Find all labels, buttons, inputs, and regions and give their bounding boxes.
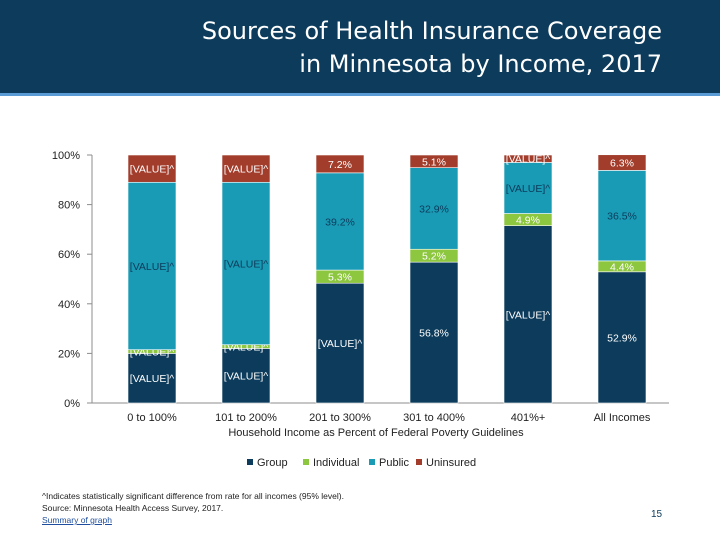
bar-segment-group xyxy=(409,261,459,404)
x-tick-label: 0 to 100% xyxy=(127,412,177,424)
legend-swatch-group xyxy=(247,459,253,465)
data-label: 5.1% xyxy=(422,156,446,168)
y-tick-label: 40% xyxy=(58,299,80,311)
data-label: [VALUE]^ xyxy=(506,154,550,166)
chart-title-line-1: Sources of Health Insurance Coverage xyxy=(201,17,662,45)
data-label: [VALUE]^ xyxy=(130,373,174,385)
data-label: 52.9% xyxy=(607,332,637,344)
x-tick-label: 301 to 400% xyxy=(403,412,465,424)
bar-segment-group xyxy=(127,353,177,404)
legend-label: Group xyxy=(257,457,288,469)
page-number: 15 xyxy=(651,509,663,520)
bar-segment-uninsured xyxy=(503,154,553,163)
summary-of-graph-link[interactable]: Summary of graph xyxy=(42,515,112,525)
legend-swatch-public xyxy=(369,459,375,465)
x-tick-label: 201 to 300% xyxy=(309,412,371,424)
data-label: 4.9% xyxy=(516,215,540,227)
source-note: Source: Minnesota Health Access Survey, … xyxy=(42,503,224,513)
bar-segment-public xyxy=(503,162,553,214)
data-label: 5.2% xyxy=(422,251,446,263)
data-label: [VALUE]^ xyxy=(130,164,174,176)
y-tick-label: 60% xyxy=(58,249,80,261)
legend-swatch-individual xyxy=(303,459,309,465)
legend-label: Public xyxy=(379,457,409,469)
x-tick-label: 401%+ xyxy=(511,412,546,424)
legend-label: Uninsured xyxy=(426,457,476,469)
data-label: [VALUE]^ xyxy=(224,371,268,383)
y-tick-label: 0% xyxy=(64,398,80,410)
data-label: 7.2% xyxy=(328,159,352,171)
significance-footnote: ^Indicates statistically significant dif… xyxy=(42,491,344,501)
y-tick-label: 80% xyxy=(58,200,80,212)
bar-segment-group xyxy=(315,282,365,404)
bar-segment-uninsured xyxy=(221,154,271,183)
data-label: [VALUE]^ xyxy=(506,309,550,321)
bar-segment-uninsured xyxy=(315,154,365,174)
bar-segment-public xyxy=(221,181,271,346)
data-label: [VALUE]^ xyxy=(506,183,550,195)
data-label: 32.9% xyxy=(419,203,449,215)
legend-label: Individual xyxy=(313,457,359,469)
bar-segment-public xyxy=(597,170,647,262)
data-label: [VALUE]^ xyxy=(224,164,268,176)
data-label: 39.2% xyxy=(325,216,355,228)
title-banner: Sources of Health Insurance Coverage in … xyxy=(0,0,720,96)
data-label: 4.4% xyxy=(610,261,634,273)
data-label: 5.3% xyxy=(328,272,352,284)
bar-segment-uninsured xyxy=(409,154,459,168)
bar-segment-group xyxy=(221,348,271,404)
data-label: [VALUE]^ xyxy=(224,259,268,271)
x-tick-label: 101 to 200% xyxy=(215,412,277,424)
bar-segment-uninsured xyxy=(127,154,177,183)
legend-swatch-uninsured xyxy=(416,459,422,465)
x-tick-label: All Incomes xyxy=(594,412,651,424)
data-label: 36.5% xyxy=(607,211,637,223)
y-tick-label: 100% xyxy=(52,150,80,162)
data-label: [VALUE]^ xyxy=(318,338,362,350)
data-label: [VALUE]^ xyxy=(130,261,174,273)
bar-segment-public xyxy=(315,172,365,271)
bar-segment-group xyxy=(503,225,553,404)
data-label: 56.8% xyxy=(419,328,449,340)
chart-title-line-2: in Minnesota by Income, 2017 xyxy=(299,50,662,78)
data-label: 6.3% xyxy=(610,158,634,170)
x-axis-label: Household Income as Percent of Federal P… xyxy=(228,427,524,439)
y-tick-label: 20% xyxy=(58,348,80,360)
bar-segment-uninsured xyxy=(597,154,647,171)
bar-segment-public xyxy=(409,167,459,250)
bar-segment-group xyxy=(597,271,647,404)
